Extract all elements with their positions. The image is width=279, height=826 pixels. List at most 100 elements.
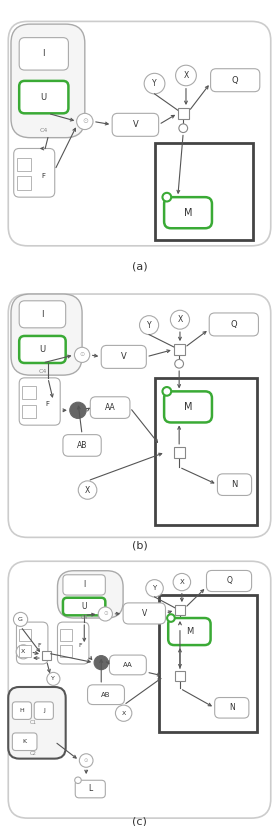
FancyBboxPatch shape <box>109 655 146 675</box>
Bar <box>17 158 31 172</box>
Text: F: F <box>41 173 45 178</box>
Text: C2: C2 <box>29 752 36 757</box>
Text: X: X <box>177 316 182 325</box>
FancyBboxPatch shape <box>19 38 68 70</box>
Bar <box>178 108 189 119</box>
Circle shape <box>175 359 184 368</box>
Text: V: V <box>142 609 147 618</box>
Text: X: X <box>21 649 25 654</box>
Text: G: G <box>18 617 23 622</box>
FancyBboxPatch shape <box>14 149 55 197</box>
Text: X: X <box>179 579 184 585</box>
Text: I: I <box>83 581 85 589</box>
Bar <box>17 176 31 190</box>
Text: (c): (c) <box>132 816 147 826</box>
Text: M: M <box>186 627 194 636</box>
Circle shape <box>167 615 175 622</box>
Bar <box>155 377 257 525</box>
FancyBboxPatch shape <box>57 571 123 618</box>
Bar <box>155 143 253 240</box>
Text: (b): (b) <box>132 540 147 550</box>
Text: U: U <box>41 93 47 102</box>
Text: ⊙: ⊙ <box>103 611 108 616</box>
Text: C4: C4 <box>81 615 88 620</box>
Circle shape <box>70 402 86 419</box>
Text: J: J <box>43 708 45 713</box>
FancyBboxPatch shape <box>34 702 53 719</box>
Text: I: I <box>43 50 45 59</box>
FancyBboxPatch shape <box>217 474 252 496</box>
Circle shape <box>98 607 112 621</box>
Circle shape <box>162 387 171 396</box>
Text: Y: Y <box>51 676 55 681</box>
Circle shape <box>94 656 108 670</box>
Bar <box>23 405 36 419</box>
Text: Y: Y <box>147 320 151 330</box>
Circle shape <box>47 672 60 686</box>
Circle shape <box>175 65 196 86</box>
FancyBboxPatch shape <box>11 24 85 138</box>
FancyBboxPatch shape <box>211 69 260 92</box>
Circle shape <box>162 192 171 202</box>
Text: AB: AB <box>77 441 87 450</box>
Circle shape <box>116 705 132 721</box>
FancyBboxPatch shape <box>75 781 105 798</box>
FancyBboxPatch shape <box>88 685 124 705</box>
FancyBboxPatch shape <box>90 396 130 419</box>
Text: Q: Q <box>230 320 237 329</box>
Bar <box>19 629 31 641</box>
Text: (a): (a) <box>132 261 147 271</box>
FancyBboxPatch shape <box>168 618 211 645</box>
Text: Q: Q <box>226 577 232 586</box>
Circle shape <box>78 481 97 499</box>
Text: C1: C1 <box>29 720 36 725</box>
Circle shape <box>176 620 184 627</box>
Text: M: M <box>184 207 193 217</box>
Text: V: V <box>133 121 138 129</box>
Circle shape <box>140 316 159 335</box>
FancyBboxPatch shape <box>8 687 66 758</box>
Bar <box>174 344 185 355</box>
FancyBboxPatch shape <box>63 598 105 615</box>
Text: X: X <box>183 71 189 80</box>
Circle shape <box>16 645 30 659</box>
Bar <box>175 605 185 615</box>
Bar <box>175 672 185 681</box>
Text: L: L <box>88 785 92 794</box>
Bar <box>159 595 257 732</box>
Text: X: X <box>122 710 126 715</box>
Text: AB: AB <box>101 691 111 697</box>
Text: C4: C4 <box>40 128 48 134</box>
Text: Y: Y <box>152 586 157 591</box>
FancyBboxPatch shape <box>215 697 249 718</box>
FancyBboxPatch shape <box>19 81 68 113</box>
Text: U: U <box>39 345 45 354</box>
Circle shape <box>77 113 93 130</box>
FancyBboxPatch shape <box>112 113 159 136</box>
Bar <box>60 629 72 641</box>
Text: F: F <box>37 643 41 648</box>
FancyBboxPatch shape <box>8 21 271 246</box>
Text: ⊙: ⊙ <box>80 353 85 358</box>
FancyBboxPatch shape <box>101 345 146 368</box>
Bar <box>23 386 36 400</box>
Text: N: N <box>229 703 235 712</box>
Text: ⊙: ⊙ <box>84 758 88 763</box>
Bar <box>42 651 51 661</box>
FancyBboxPatch shape <box>19 301 66 328</box>
Circle shape <box>179 124 187 132</box>
Text: C4: C4 <box>38 368 47 373</box>
Circle shape <box>144 74 165 94</box>
Bar <box>174 447 185 458</box>
Text: Q: Q <box>232 76 239 85</box>
FancyBboxPatch shape <box>12 733 37 751</box>
FancyBboxPatch shape <box>11 294 82 375</box>
Text: AA: AA <box>105 403 116 412</box>
Circle shape <box>170 311 189 330</box>
Bar <box>19 645 31 657</box>
FancyBboxPatch shape <box>57 622 89 664</box>
FancyBboxPatch shape <box>63 434 101 456</box>
FancyBboxPatch shape <box>63 575 105 595</box>
Circle shape <box>13 612 28 626</box>
Text: M: M <box>184 401 193 412</box>
